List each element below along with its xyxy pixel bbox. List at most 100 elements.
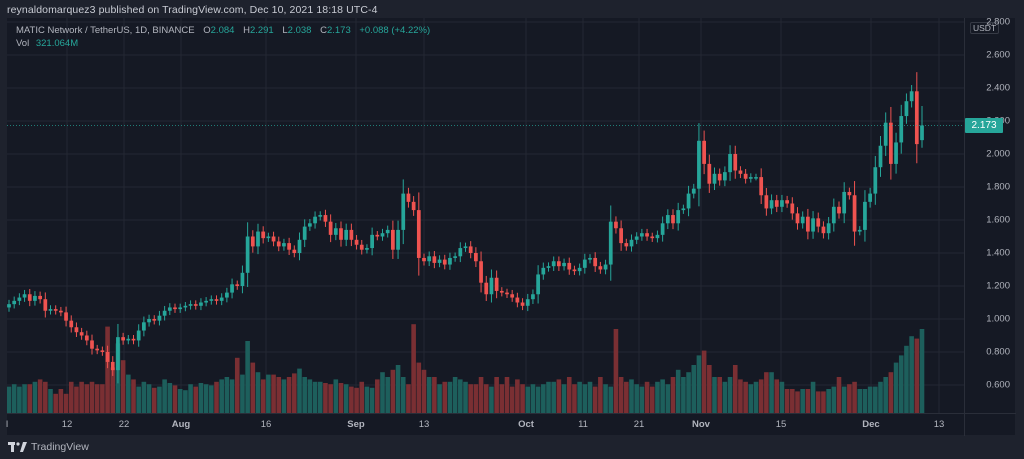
candle [551,256,556,271]
volume-bar [826,389,831,413]
volume-bar [592,386,598,413]
volume-bar [234,357,240,413]
volume-bar [618,377,624,413]
candle [126,335,131,345]
volume-bar [245,341,250,413]
volume-bar [369,387,375,413]
candle [178,303,183,313]
volume-bar [359,381,365,413]
volume-bar [836,377,842,413]
volume-bar [89,381,95,413]
volume-bar [338,383,344,413]
tradingview-branding[interactable]: TradingView [8,441,89,453]
candle [48,305,53,315]
candle [344,223,349,247]
symbol-title[interactable]: MATIC Network / TetherUS, 1D, BINANCE [16,25,195,36]
price-tick-label: 0.800 [986,346,1010,358]
volume-bar [665,384,671,413]
candle [499,287,504,297]
time-axis[interactable]: l 12 22 Aug 16 Sep 13 Oct 11 21 Nov 15 Dec 13 [6,413,964,436]
candle [354,235,359,250]
volume-bar [172,385,178,413]
volume-bar [229,379,235,413]
candle [121,332,125,345]
volume-bar [530,384,536,413]
axis-corner [964,413,1016,436]
candle [909,85,914,108]
candle [22,289,27,302]
candle [468,241,473,259]
chart-plot-area[interactable]: MATIC Network / TetherUS, 1D, BINANCE O2… [7,18,964,413]
candle [401,179,406,245]
volume-bar [255,372,261,413]
candle [406,187,411,208]
candle [193,300,198,310]
candle [256,223,260,255]
candle [328,214,333,243]
volume-bar [22,384,27,413]
volume-bar [753,381,759,413]
volume-bar [857,389,863,413]
volume-bar [437,384,442,413]
candle [427,251,432,267]
volume-bar [670,377,676,413]
volume-bar [867,386,873,413]
volume-bar [79,381,84,413]
candle [479,251,483,293]
candle [650,232,655,242]
candle [883,112,888,156]
candle [349,223,354,247]
price-tick-label: 1.400 [986,247,1010,259]
candle [863,190,867,242]
price-tick-label: 0.600 [986,379,1010,391]
candle [323,209,328,227]
volume-bar [525,386,531,413]
candle [795,207,800,230]
currency-unit-badge[interactable]: USDT [970,22,1000,34]
candle [634,232,639,245]
candle [442,254,447,270]
candle [240,265,245,294]
volume-bar [629,379,634,413]
volume-bar [43,381,48,413]
candle [173,303,177,313]
volume-bar [577,381,582,413]
volume-bar [323,383,328,413]
candle [318,211,323,221]
candle [209,295,214,305]
candle [577,263,582,276]
price-tick-label: 2.000 [986,148,1010,160]
volume-bar [769,372,774,413]
high-value: 2.291 [249,25,274,36]
volume-bar [535,386,541,413]
volume-bar [375,379,380,413]
volume-bar [188,384,193,413]
volume-bar [105,326,110,413]
time-tick-label: Dec [862,419,880,430]
candle [453,252,457,262]
candle [645,228,649,241]
volume-bar [681,377,686,413]
candle [313,211,317,229]
close-value: 2.173 [326,25,351,36]
candle [567,257,572,275]
volume-label[interactable]: Vol [16,38,30,49]
time-tick-label: Aug [171,419,191,430]
candle [691,183,696,199]
volume-bar [27,384,33,413]
volume-bar [815,391,821,413]
volume-bar [909,336,914,413]
volume-bar [598,377,603,413]
candle [774,194,779,213]
volume-bar [214,381,219,413]
price-axis[interactable]: USDT 2.8002.6002.4002.2002.0001.8001.600… [964,17,1016,413]
volume-bar [810,381,816,413]
volume-bar [639,386,645,413]
volume-bar [795,391,800,413]
volume-bar [198,383,204,413]
candle [489,269,494,303]
change-value: +0.088 (+4.22%) [359,25,431,36]
volume-value: 321.064M [35,38,79,49]
candle [370,227,374,256]
candle [531,289,535,304]
